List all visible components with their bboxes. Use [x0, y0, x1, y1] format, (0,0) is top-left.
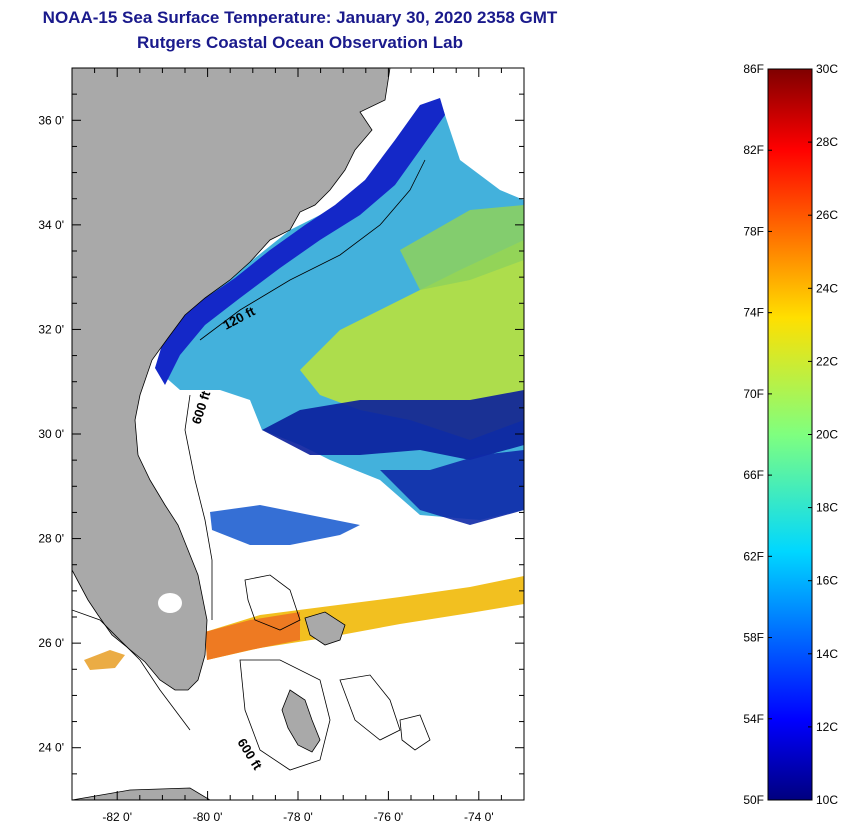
contour-bahamas-3 [339, 674, 401, 741]
colorbar-c-label: 30C [816, 62, 838, 76]
sst-swath-east-south [380, 450, 524, 525]
sst-swath-cold-coast [155, 98, 445, 385]
colorbar-f-label: 70F [743, 387, 764, 401]
colorbar-f-label: 74F [743, 306, 764, 320]
lat-tick-label: 28 0' [38, 532, 64, 546]
sst-swath-east-deep [262, 390, 524, 460]
colorbar-c-label: 26C [816, 208, 838, 222]
sst-swath-south-strip-orange [205, 612, 300, 660]
sst-swath-south-keys [84, 650, 125, 670]
sst-swath-north-green [400, 205, 524, 290]
lon-tick-label: -76 0' [374, 810, 404, 824]
lon-tick-label: -74 0' [464, 810, 494, 824]
colorbar-c-label: 16C [816, 574, 838, 588]
lon-tick-label: -78 0' [283, 810, 313, 824]
map-title: NOAA-15 Sea Surface Temperature: January… [42, 8, 558, 27]
contour-bahamas-2 [239, 659, 331, 771]
lat-tick-label: 32 0' [38, 322, 64, 336]
bathymetry-contours [72, 159, 431, 771]
grand-bahama-island [304, 611, 346, 646]
colorbar-f-label: 62F [743, 549, 764, 563]
lat-tick-label: 36 0' [38, 113, 64, 127]
colorbar-f-label: 78F [743, 224, 764, 238]
longitude-ticks: -82 0' -80 0' -78 0' -76 0' -74 0' [71, 68, 525, 824]
colorbar-fahrenheit-labels: 86F 82F 78F 74F 70F 66F 62F 58F 54F 50F [743, 62, 772, 807]
andros-island [281, 689, 321, 753]
lon-tick-label: -80 0' [193, 810, 223, 824]
colorbar-c-label: 12C [816, 720, 838, 734]
colorbar-c-label: 10C [816, 793, 838, 807]
land-layer [72, 68, 391, 800]
colorbar-celsius-labels: 30C 28C 26C 24C 22C 20C 18C 16C 14C 12C 10C [808, 62, 838, 807]
sst-data-layer [84, 98, 524, 670]
sst-swath-florida-east [210, 505, 360, 545]
colorbar-c-label: 28C [816, 135, 838, 149]
colorbar-c-label: 24C [816, 281, 838, 295]
lat-tick-label: 24 0' [38, 741, 64, 755]
colorbar-c-label: 18C [816, 501, 838, 515]
lon-tick-label: -82 0' [102, 810, 132, 824]
lat-tick-label: 34 0' [38, 218, 64, 232]
colorbar-f-label: 50F [743, 793, 764, 807]
map-subtitle: Rutgers Coastal Ocean Observation Lab [137, 33, 463, 52]
colorbar-f-label: 66F [743, 468, 764, 482]
us-southeast-coast [72, 68, 391, 691]
colorbar-f-label: 86F [743, 62, 764, 76]
colorbar-f-label: 58F [743, 631, 764, 645]
colorbar-c-label: 20C [816, 428, 838, 442]
contour-600ft-north [184, 394, 213, 620]
lat-tick-label: 30 0' [38, 427, 64, 441]
contour-bahamas-1 [244, 574, 301, 631]
colorbar-f-label: 82F [743, 143, 764, 157]
contour-keys [72, 609, 191, 731]
colorbar-f-label: 54F [743, 712, 764, 726]
contour-bahamas-4 [399, 714, 431, 751]
lake-okeechobee [158, 593, 182, 613]
contour-120ft [199, 159, 426, 341]
sst-swath-north-warm [300, 240, 524, 440]
cuba-coast [72, 787, 211, 800]
colorbar-c-label: 22C [816, 354, 838, 368]
latitude-ticks: 36 0' 34 0' 32 0' 30 0' 28 0' 26 0' 24 0' [38, 67, 524, 801]
lat-tick-label: 26 0' [38, 636, 64, 650]
colorbar-c-label: 14C [816, 647, 838, 661]
colorbar-gradient [767, 68, 813, 801]
